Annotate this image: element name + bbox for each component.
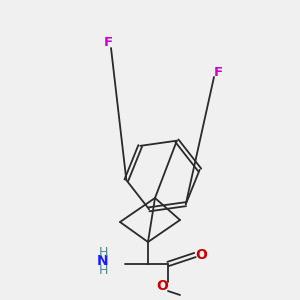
Text: N: N [97, 254, 109, 268]
Text: F: F [213, 65, 223, 79]
Text: F: F [103, 35, 112, 49]
Text: H: H [98, 245, 108, 259]
Text: H: H [98, 265, 108, 278]
Text: O: O [156, 279, 168, 293]
Text: O: O [195, 248, 207, 262]
